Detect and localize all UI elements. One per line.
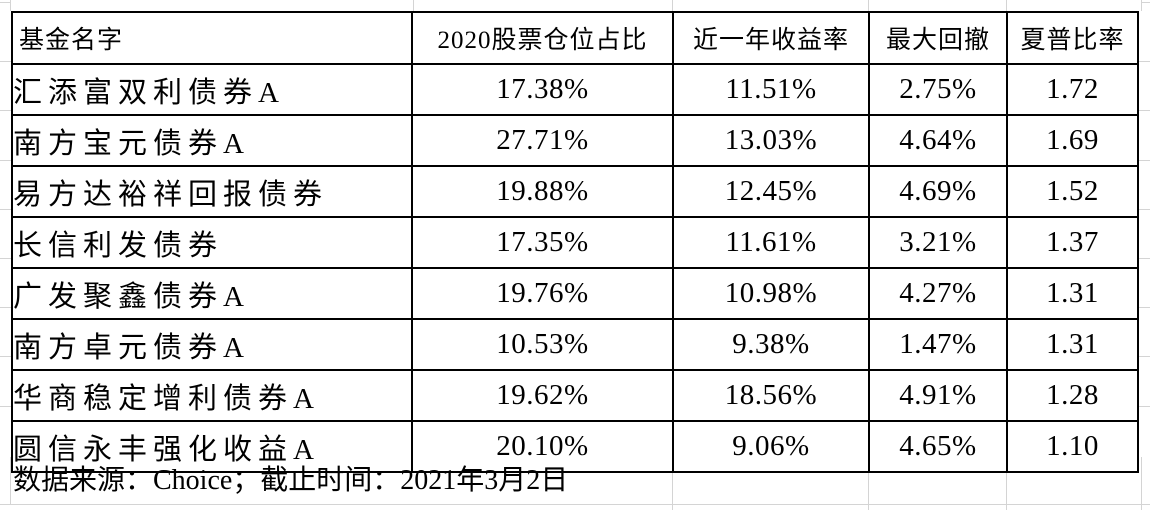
- column-header-stock-position: 2020股票仓位占比: [411, 11, 674, 65]
- gridline: [0, 61, 11, 62]
- stock-position-cell: 19.88%: [411, 165, 674, 218]
- max-drawdown-cell: 1.47%: [868, 318, 1008, 371]
- fund-name-cell: 南方宝元债券A: [11, 114, 413, 167]
- fund-name-cell: 南方卓元债券A: [11, 318, 413, 371]
- one-year-return-cell: 9.38%: [672, 318, 870, 371]
- stock-position-cell: 10.53%: [411, 318, 674, 371]
- sharpe-ratio-cell: 1.31: [1006, 318, 1139, 371]
- table-header-row: 基金名字 2020股票仓位占比 近一年收益率 最大回撤 夏普比率: [11, 11, 1139, 65]
- gridline: [1139, 61, 1150, 62]
- table-row: 南方卓元债券A 10.53% 9.38% 1.47% 1.31: [11, 318, 1139, 371]
- gridline: [672, 0, 673, 11]
- gridline: [0, 258, 11, 259]
- gridline: [1139, 356, 1150, 357]
- gridline: [1141, 0, 1142, 11]
- gridline: [413, 0, 414, 11]
- gridline: [868, 0, 869, 11]
- sharpe-ratio-cell: 1.28: [1006, 369, 1139, 422]
- gridline: [1139, 406, 1150, 407]
- gridline: [1141, 457, 1142, 510]
- column-header-max-drawdown: 最大回撤: [868, 11, 1008, 65]
- fund-name-cell: 汇添富双利债券A: [11, 63, 413, 116]
- gridline: [1139, 160, 1150, 161]
- column-header-sharpe-ratio: 夏普比率: [1006, 11, 1139, 65]
- table-row: 华商稳定增利债券A 19.62% 18.56% 4.91% 1.28: [11, 369, 1139, 422]
- gridline: [1006, 0, 1007, 11]
- fund-name-cell: 易方达裕祥回报债券: [11, 165, 413, 218]
- table-row: 汇添富双利债券A 17.38% 11.51% 2.75% 1.72: [11, 63, 1139, 116]
- fund-name-cell: 圆信永丰强化收益A: [11, 420, 413, 473]
- stock-position-cell: 19.62%: [411, 369, 674, 422]
- stock-position-cell: 19.76%: [411, 267, 674, 320]
- one-year-return-cell: 13.03%: [672, 114, 870, 167]
- table-row: 易方达裕祥回报债券 19.88% 12.45% 4.69% 1.52: [11, 165, 1139, 218]
- max-drawdown-cell: 2.75%: [868, 63, 1008, 116]
- gridline: [1139, 110, 1150, 111]
- fund-name-cell: 广发聚鑫债券A: [11, 267, 413, 320]
- gridline: [0, 209, 11, 210]
- gridline: [0, 2, 10, 3]
- table-row: 圆信永丰强化收益A 20.10% 9.06% 4.65% 1.10: [11, 420, 1139, 473]
- max-drawdown-cell: 4.27%: [868, 267, 1008, 320]
- max-drawdown-cell: 4.65%: [868, 420, 1008, 473]
- max-drawdown-cell: 4.69%: [868, 165, 1008, 218]
- column-header-fund-name: 基金名字: [11, 11, 413, 65]
- one-year-return-cell: 12.45%: [672, 165, 870, 218]
- sharpe-ratio-cell: 1.37: [1006, 216, 1139, 269]
- stock-position-cell: 27.71%: [411, 114, 674, 167]
- gridline: [0, 356, 11, 357]
- stock-position-cell: 17.35%: [411, 216, 674, 269]
- gridline: [1139, 209, 1150, 210]
- fund-name-cell: 华商稳定增利债券A: [11, 369, 413, 422]
- gridline: [868, 457, 869, 510]
- sharpe-ratio-cell: 1.72: [1006, 63, 1139, 116]
- one-year-return-cell: 10.98%: [672, 267, 870, 320]
- fund-table: 基金名字 2020股票仓位占比 近一年收益率 最大回撤 夏普比率 汇添富双利债券…: [11, 11, 1139, 473]
- gridline: [0, 504, 1150, 505]
- gridline: [10, 0, 11, 11]
- one-year-return-cell: 11.51%: [672, 63, 870, 116]
- table-row: 长信利发债券 17.35% 11.61% 3.21% 1.37: [11, 216, 1139, 269]
- gridline: [672, 457, 673, 510]
- gridline: [0, 160, 11, 161]
- table-row: 广发聚鑫债券A 19.76% 10.98% 4.27% 1.31: [11, 267, 1139, 320]
- gridline: [1139, 258, 1150, 259]
- gridline: [10, 457, 11, 504]
- max-drawdown-cell: 4.64%: [868, 114, 1008, 167]
- table-row: 南方宝元债券A 27.71% 13.03% 4.64% 1.69: [11, 114, 1139, 167]
- gridline: [0, 406, 11, 407]
- gridline: [1006, 457, 1007, 510]
- one-year-return-cell: 18.56%: [672, 369, 870, 422]
- source-note: 数据来源：Choice；截止时间：2021年3月2日: [13, 465, 569, 496]
- fund-name-cell: 长信利发债券: [11, 216, 413, 269]
- gridline: [0, 307, 11, 308]
- sharpe-ratio-cell: 1.10: [1006, 420, 1139, 473]
- gridline: [1139, 307, 1150, 308]
- stock-position-cell: 17.38%: [411, 63, 674, 116]
- column-header-one-year-return: 近一年收益率: [672, 11, 870, 65]
- sharpe-ratio-cell: 1.31: [1006, 267, 1139, 320]
- max-drawdown-cell: 4.91%: [868, 369, 1008, 422]
- sharpe-ratio-cell: 1.52: [1006, 165, 1139, 218]
- one-year-return-cell: 11.61%: [672, 216, 870, 269]
- max-drawdown-cell: 3.21%: [868, 216, 1008, 269]
- one-year-return-cell: 9.06%: [672, 420, 870, 473]
- stock-position-cell: 20.10%: [411, 420, 674, 473]
- sharpe-ratio-cell: 1.69: [1006, 114, 1139, 167]
- gridline: [0, 110, 11, 111]
- gridline: [1142, 2, 1150, 3]
